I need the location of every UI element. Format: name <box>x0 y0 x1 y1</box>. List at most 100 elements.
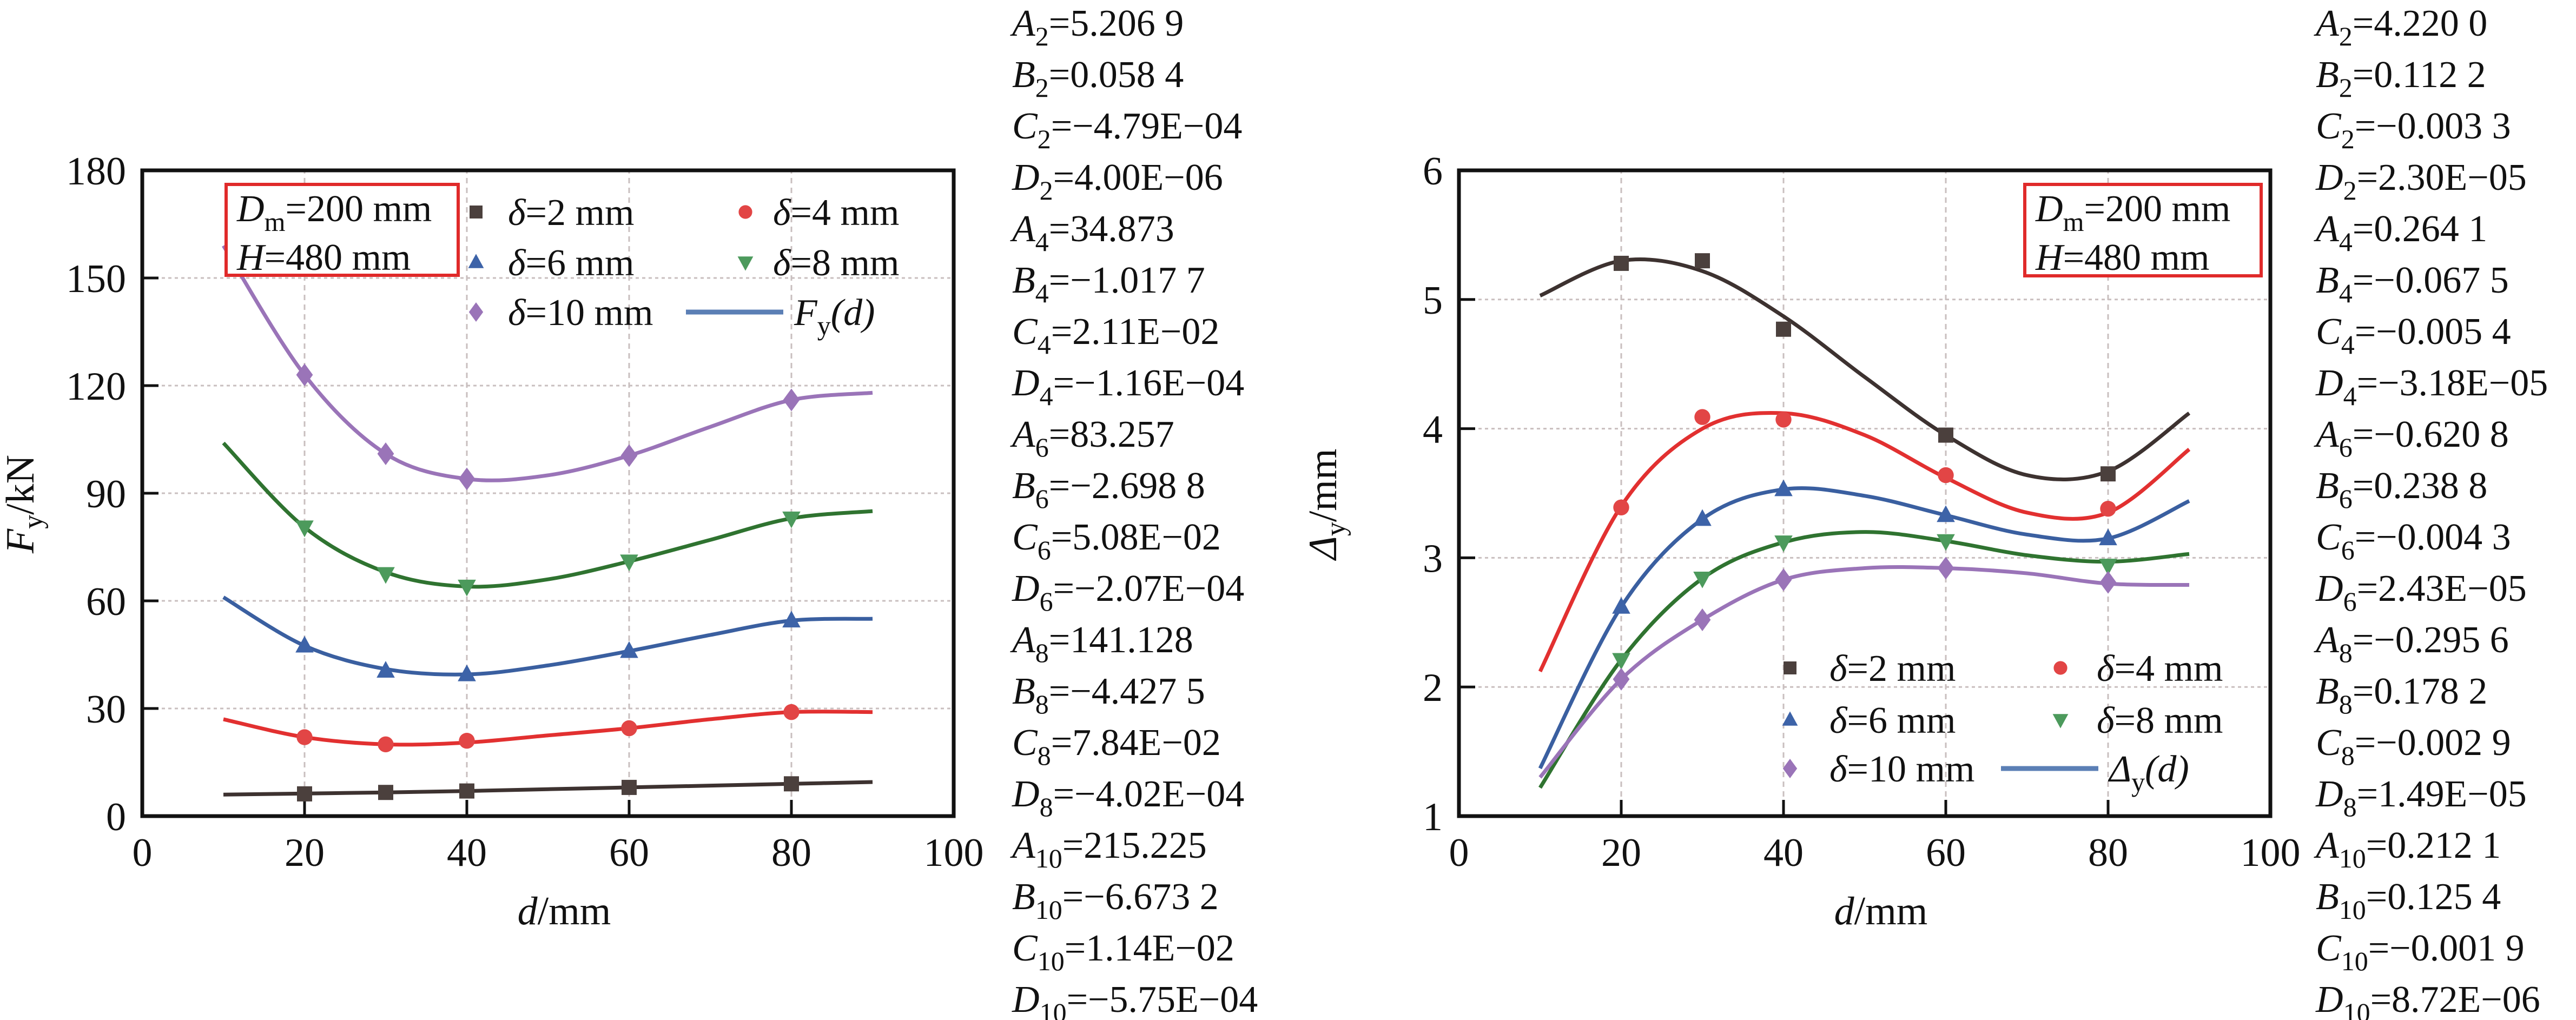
coefficient-var: A <box>2314 414 2339 455</box>
coefficient-sub: 2 <box>1038 124 1051 154</box>
coefficient-value: =0.238 8 <box>2353 465 2487 507</box>
coefficient-value: =−0.001 9 <box>2368 928 2525 969</box>
coefficient-var: A <box>2314 619 2339 661</box>
legend-symbol: δ <box>1829 648 1848 690</box>
coefficient-var: A <box>1010 208 1035 250</box>
coefficient-value: =−3.18E−05 <box>2357 362 2548 404</box>
legend-symbol: δ <box>1829 749 1848 790</box>
data-point-series-4 <box>620 554 638 572</box>
coefficient-sub: 6 <box>2343 586 2357 617</box>
legend-label: Δy(d) <box>2108 749 2189 797</box>
parameter-text: H=480 mm <box>2035 237 2209 279</box>
parameter-var: H <box>2035 237 2065 279</box>
data-point-series-3 <box>1937 505 1955 522</box>
x-axis-unit: /mm <box>538 889 611 933</box>
coefficient: B2=0.058 4 <box>1012 54 1184 103</box>
legend-item-4: δ=8 mm <box>2052 700 2223 741</box>
fit-curve-series-5 <box>222 244 873 482</box>
data-point-series-5 <box>783 388 800 412</box>
coefficient: D6=2.43E−05 <box>2315 568 2527 617</box>
x-axis-var: d <box>1834 889 1855 933</box>
legend-symbol: δ <box>1829 700 1848 741</box>
coefficient-sub: 8 <box>2341 740 2355 771</box>
fit-curve-series-4 <box>222 441 873 589</box>
x-axis-label: d/mm <box>1834 889 1928 933</box>
coefficient: C10=−0.001 9 <box>2316 928 2525 976</box>
y-axis-sub: y <box>1320 522 1351 536</box>
coefficient-value: =−0.003 3 <box>2355 105 2511 147</box>
data-point-series-2 <box>296 729 313 745</box>
coefficient: D4=−3.18E−05 <box>2315 362 2548 411</box>
legend-symbol: δ <box>508 192 526 234</box>
legend-marker <box>1782 759 1798 778</box>
data-point-series-1 <box>1614 255 1629 271</box>
coefficient: D10=8.72E−06 <box>2315 979 2540 1020</box>
legend-symbol: δ <box>773 192 791 234</box>
coefficient-sub: 10 <box>2339 843 2366 873</box>
y-tick-label: 0 <box>106 795 126 839</box>
data-point-series-1 <box>1776 321 1791 337</box>
legend-symbol: δ <box>2097 700 2115 741</box>
coefficient-sub: 8 <box>1040 792 1053 822</box>
parameter-text: Dm=200 mm <box>236 188 432 237</box>
legend-label: δ=10 mm <box>1829 749 1974 790</box>
data-point-series-3 <box>1612 597 1630 614</box>
plot-frame <box>1457 168 2273 818</box>
y-axis-var: F <box>0 528 43 554</box>
fit-curve-series-3 <box>222 595 873 677</box>
data-point-series-2 <box>783 704 800 720</box>
data-point-series-1 <box>784 776 799 792</box>
y-axis-label: Fy/kN <box>0 455 49 554</box>
coefficient-sub: 4 <box>2341 329 2355 360</box>
coefficient: B6=0.238 8 <box>2316 465 2487 514</box>
coefficient-value: =−6.673 2 <box>1062 876 1219 918</box>
legend-label: δ=4 mm <box>773 192 899 234</box>
data-point-series-5 <box>1775 568 1792 591</box>
coefficient-var: C <box>2316 105 2342 147</box>
legend-marker <box>2053 661 2068 675</box>
coefficient-sub: 2 <box>2341 124 2355 154</box>
data-point-series-1 <box>2101 466 2116 482</box>
coefficient-value: =215.225 <box>1062 825 1207 866</box>
data-point-series-4 <box>1937 534 1955 551</box>
legend-label: δ=2 mm <box>508 192 634 234</box>
legend-name: =8 mm <box>791 242 900 284</box>
data-point-series-3 <box>1774 479 1793 496</box>
coefficient: A2=4.220 0 <box>2314 3 2487 51</box>
y-tick-label: 4 <box>1423 408 1443 452</box>
coefficient-value: =0.125 4 <box>2366 876 2501 918</box>
coefficient-var: D <box>1012 979 1040 1020</box>
parameter-value: =480 mm <box>2063 237 2210 279</box>
coefficient: A2=5.206 9 <box>1010 3 1184 51</box>
coefficient-sub: 6 <box>2341 535 2355 565</box>
legend-label: δ=6 mm <box>508 242 634 284</box>
coefficient-sub: 4 <box>1038 329 1051 360</box>
coefficient-value: =−4.427 5 <box>1049 671 1205 712</box>
data-point-series-5 <box>296 363 313 387</box>
coefficient-sub: 6 <box>2339 483 2353 514</box>
coefficient-list: A2=4.220 0B2=0.112 2C2=−0.003 3D2=2.30E−… <box>2314 3 2548 1020</box>
coefficient: C4=2.11E−02 <box>1012 311 1219 360</box>
parameter-var: D <box>236 188 265 230</box>
data-point-series-3 <box>2099 528 2117 546</box>
coefficient-sub: 6 <box>1035 432 1049 462</box>
fit-var: Δ <box>2108 749 2131 790</box>
coefficient-sub: 10 <box>1035 843 1062 873</box>
coefficient-var: C <box>2316 311 2342 353</box>
coefficient: C10=1.14E−02 <box>1012 928 1234 976</box>
data-point-series-4 <box>295 520 314 538</box>
data-point-series-5 <box>1937 557 1954 580</box>
legend-marker <box>468 302 484 322</box>
y-tick-label: 30 <box>86 687 126 732</box>
fit-var: F <box>794 292 818 334</box>
legend: δ=2 mm δ=4 mmδ=6 mm δ=8 mmδ=10 mm Δy(d) <box>1782 648 2223 797</box>
coefficient-value: =0.178 2 <box>2353 671 2487 712</box>
x-tick-label: 80 <box>2088 831 2128 875</box>
coefficient-value: =−4.79E−04 <box>1051 105 1243 147</box>
legend-item-1: δ=2 mm <box>470 192 634 234</box>
x-tick-label: 40 <box>1763 831 1804 875</box>
coefficient-value: =0.058 4 <box>1049 54 1184 96</box>
y-tick-label: 180 <box>66 149 126 194</box>
coefficient: C8=−0.002 9 <box>2316 722 2511 771</box>
